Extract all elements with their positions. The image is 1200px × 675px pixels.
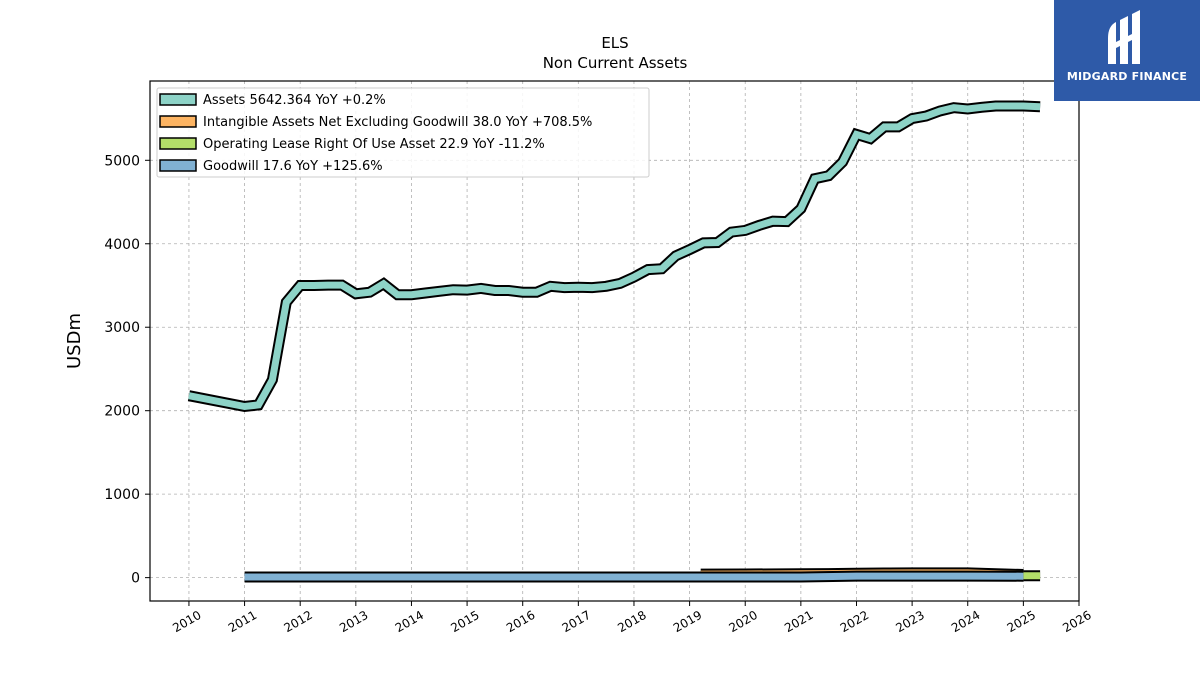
plot-frame [149,80,1080,602]
legend: Assets 5642.364 YoY +0.2% Intangible Asse… [156,87,650,178]
brand-name: MIDGARD FINANCE [1066,70,1188,83]
legend-swatch [159,93,197,106]
x-tick-label: 2022 [838,608,871,635]
legend-label: Intangible Assets Net Excluding Goodwill… [203,115,592,130]
x-tick-label: 2016 [504,608,537,635]
axis-ticks: 2010 2011 2012 2013 2014 2015 2016 2017 2018 2019… [104,153,1093,635]
x-tick-label: 2014 [393,608,426,635]
series-fill [188,102,1041,411]
legend-swatch [159,137,197,150]
legend-entry: Goodwill 17.6 YoY +125.6% [159,159,383,174]
series-layer [187,100,1041,583]
brand-logo: MIDGARD FINANCE [1054,0,1200,101]
chart-subtitle: Non Current Assets [543,54,688,72]
y-tick-label: 2000 [104,404,140,420]
x-tick-label: 2025 [1005,608,1038,635]
x-tick-label: 2024 [949,608,982,635]
y-tick-label: 4000 [104,237,140,253]
x-tick-label: 2019 [671,608,704,635]
goodwill-line [244,570,1024,583]
midgard-logo-icon [1108,10,1140,64]
x-tick-label: 2021 [782,608,815,635]
legend-entry: Assets 5642.364 YoY +0.2% [159,93,386,108]
y-tick-label: 1000 [104,487,140,503]
x-tick-label: 2011 [226,608,259,635]
legend-box [156,87,650,178]
chart-title: ELS [601,34,628,52]
x-tick-label: 2013 [337,608,370,635]
legend-label: Goodwill 17.6 YoY +125.6% [203,159,383,174]
y-tick-label: 3000 [104,320,140,336]
x-tick-label: 2012 [281,608,314,635]
legend-entry: Operating Lease Right Of Use Asset 22.9 … [159,137,545,152]
legend-label: Assets 5642.364 YoY +0.2% [203,93,386,108]
legend-label: Operating Lease Right Of Use Asset 22.9 … [203,137,545,152]
x-tick-label: 2020 [727,608,760,635]
assets-line [187,100,1041,413]
legend-swatch [159,159,197,172]
x-tick-label: 2017 [560,608,593,635]
x-tick-label: 2026 [1060,608,1093,635]
series-fill [244,572,1024,581]
y-tick-label: 5000 [104,153,140,169]
y-axis-label: USDm [64,313,85,369]
x-tick-label: 2010 [170,608,203,635]
legend-entry: Intangible Assets Net Excluding Goodwill… [159,115,592,130]
y-tick-label: 0 [131,571,140,587]
legend-swatch [159,115,197,128]
x-tick-label: 2023 [893,608,926,635]
x-tick-label: 2018 [615,608,648,635]
x-tick-label: 2015 [448,608,481,635]
